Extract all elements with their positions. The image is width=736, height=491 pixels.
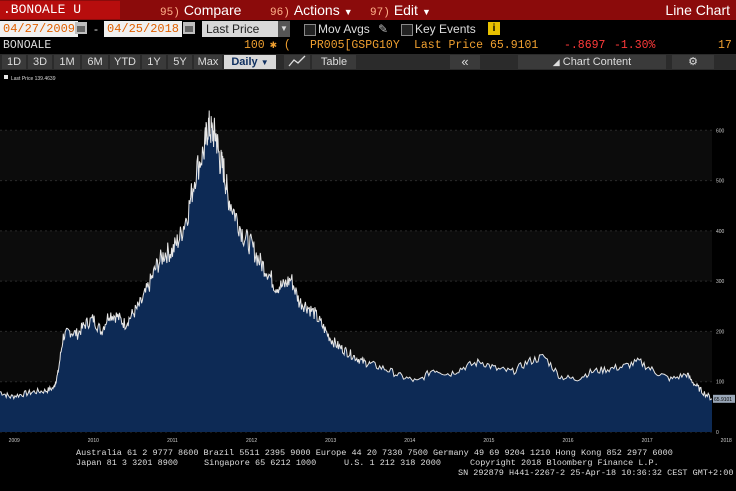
legend: Last Price 139.4639 — [2, 73, 62, 82]
edit-button[interactable]: 97) Edit ▼ — [370, 0, 431, 20]
x-tick-label: 2011 — [167, 438, 178, 444]
y-tick-label: 400 — [716, 229, 725, 235]
security-ticker-field[interactable]: .BONOALE U Index — [0, 1, 120, 35]
formula: PR005[GSPG10Y — [310, 39, 400, 52]
chevron-down-icon: ▼ — [421, 7, 431, 17]
footer-contacts-japan: Japan 81 3 3201 8900 — [76, 458, 179, 468]
area-series — [0, 110, 712, 432]
compare-button[interactable]: 95) Compare — [160, 0, 241, 20]
chart-content-label: Chart Content — [562, 56, 632, 68]
x-tick-label: 2014 — [404, 438, 415, 444]
calendar-icon[interactable] — [75, 22, 87, 34]
calendar-icon[interactable] — [183, 22, 195, 34]
date-range-bar: 04/27/2009 - 04/25/2018 Last Price ▼ Mov… — [0, 20, 736, 38]
legend-label: Last Price 139.4639 — [11, 76, 56, 82]
security-line: BONOALE 100 ✱ ( PR005[GSPG10Y Last Price… — [0, 38, 736, 54]
price-line — [0, 110, 713, 401]
footer-contacts-singapore: Singapore 65 6212 1000 — [204, 458, 317, 468]
chart-content-button[interactable]: ◢ Chart Content — [518, 55, 666, 69]
period-ytd-button[interactable]: YTD — [110, 55, 140, 69]
footer-copyright: Copyright 2018 Bloomberg Finance L.P. — [470, 458, 659, 468]
pencil-icon[interactable]: ✎ — [378, 22, 389, 36]
edit-number: 97) — [370, 7, 390, 19]
field-select[interactable]: Last Price — [202, 21, 278, 37]
actions-button[interactable]: 96) Actions ▼ — [270, 0, 353, 20]
net-change: -.8697 — [564, 39, 606, 52]
last-price-tag-box — [713, 394, 735, 403]
chart-content-icon: ◢ — [552, 57, 560, 67]
extra-value: 17 — [718, 39, 732, 52]
x-tick-label: 2017 — [642, 438, 653, 444]
security-name: BONOALE — [3, 39, 52, 52]
last-price-tag-label: 65.9101 — [714, 397, 732, 403]
gear-icon[interactable]: ⚙ — [672, 55, 714, 69]
x-tick-label: 2015 — [483, 438, 494, 444]
y-tick-label: 300 — [716, 279, 725, 285]
period-1d-button[interactable]: 1D — [2, 55, 26, 69]
x-tick-label: 2012 — [246, 438, 257, 444]
x-tick-label: 2013 — [325, 438, 336, 444]
x-tick-label: 2018 — [721, 438, 732, 444]
table-button[interactable]: Table — [312, 55, 356, 69]
period-1m-button[interactable]: 1M — [54, 55, 80, 69]
command-bar: .BONOALE U Index 95)Compare 96)Actions▼ … — [0, 0, 736, 35]
footer-contacts-us: U.S. 1 212 318 2000 — [344, 458, 441, 468]
footer: Australia 61 2 9777 8600 Brazil 5511 239… — [0, 446, 736, 491]
footer-contacts-line1: Australia 61 2 9777 8600 Brazil 5511 239… — [76, 448, 673, 458]
edit-label: Edit — [393, 2, 418, 18]
info-icon[interactable]: i — [488, 22, 500, 35]
background-band — [0, 230, 712, 282]
mov-avgs-checkbox[interactable] — [304, 24, 316, 36]
frequency-label: Daily — [231, 56, 258, 68]
frequency-select[interactable]: Daily ▼ — [224, 55, 276, 69]
compare-number: 95) — [160, 7, 180, 19]
y-tick-label: 200 — [716, 329, 725, 335]
key-events-checkbox[interactable] — [401, 24, 413, 36]
last-price-label: Last Price — [414, 39, 484, 52]
date-separator: - — [94, 22, 98, 36]
view-title: Line Chart — [665, 2, 730, 18]
end-date-field[interactable]: 04/25/2018 — [104, 21, 183, 37]
y-tick-label: 600 — [716, 128, 725, 134]
period-5y-button[interactable]: 5Y — [168, 55, 192, 69]
compare-label: Compare — [183, 2, 242, 18]
double-chevron-left-icon[interactable]: « — [450, 55, 480, 69]
period-3d-button[interactable]: 3D — [28, 55, 52, 69]
actions-number: 96) — [270, 7, 290, 19]
price-chart-svg: 0 100 200 300 400 500 600 2009 2010 2011 2012 2013… — [0, 70, 736, 448]
x-tick-label: 2016 — [562, 438, 573, 444]
chart-toolbar: 1D 3D 1M 6M YTD 1Y 5Y Max Daily ▼ Table … — [0, 54, 736, 70]
key-events-label: Key Events — [415, 22, 476, 36]
x-tick-label: 2010 — [88, 438, 99, 444]
price-chart: 0 100 200 300 400 500 600 2009 2010 2011 2012 2013… — [0, 70, 736, 448]
mov-avgs-label: Mov Avgs — [318, 22, 370, 36]
percent-change: -1.30% — [614, 39, 656, 52]
y-tick-label: 500 — [716, 179, 725, 185]
multiplier: 100 — [244, 39, 265, 52]
period-6m-button[interactable]: 6M — [82, 55, 108, 69]
chevron-down-icon[interactable]: ▼ — [278, 21, 290, 37]
chevron-down-icon: ▼ — [260, 58, 269, 67]
last-price-value: 65.9101 — [490, 39, 539, 52]
y-tick-label: 0 — [716, 430, 719, 436]
line-chart-icon[interactable] — [284, 55, 310, 69]
period-max-button[interactable]: Max — [194, 55, 222, 69]
background-band — [0, 130, 712, 181]
period-1y-button[interactable]: 1Y — [142, 55, 166, 69]
y-tick-label: 100 — [716, 380, 725, 386]
chevron-down-icon: ▼ — [343, 7, 353, 17]
footer-session-info: SN 292879 H441-2267-2 25-Apr-18 10:36:32… — [458, 468, 734, 478]
actions-label: Actions — [293, 2, 340, 18]
start-date-field[interactable]: 04/27/2009 — [0, 21, 79, 37]
last-price-tag: 65.9101 — [713, 394, 735, 403]
x-tick-label: 2009 — [9, 438, 20, 444]
formula-prefix: ✱ ( — [270, 39, 291, 52]
